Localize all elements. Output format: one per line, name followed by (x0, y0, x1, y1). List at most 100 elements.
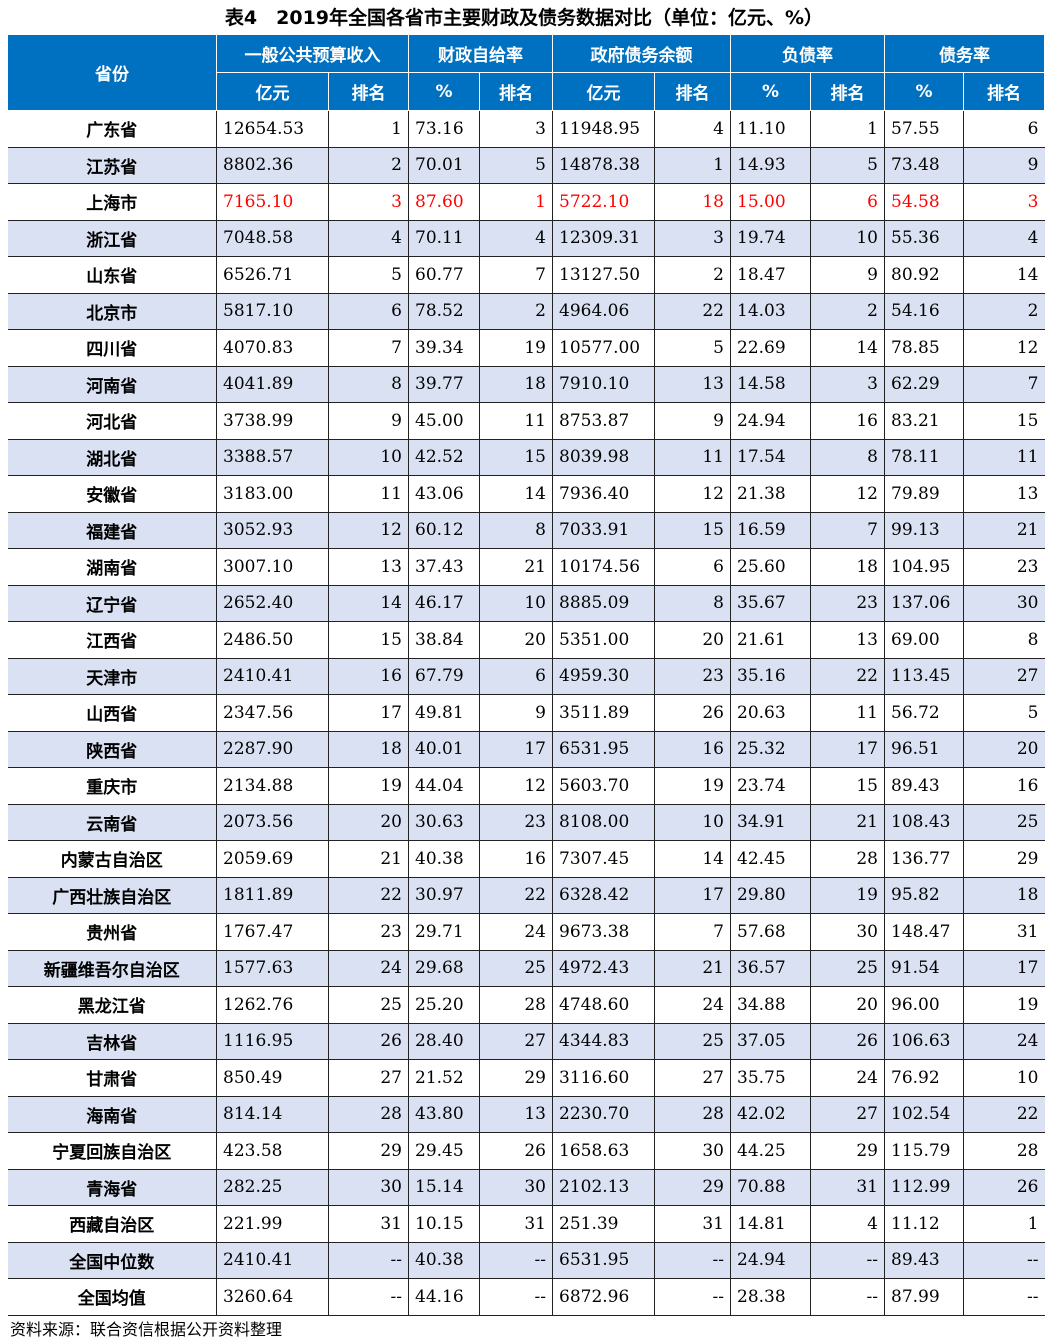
province-cell: 全国均值 (7, 1278, 217, 1316)
value-cell: 21.38 (730, 475, 811, 513)
value-cell: 4964.06 (552, 293, 655, 330)
value-cell: 2347.56 (216, 694, 329, 732)
value-cell: 73.48 (884, 147, 964, 184)
rank-cell: 1 (328, 110, 409, 148)
value-cell: 62.29 (884, 366, 964, 403)
rank-cell: 26 (963, 1169, 1045, 1206)
rank-cell: 13 (810, 621, 885, 659)
value-cell: 73.16 (408, 110, 480, 148)
subheader-2: % (408, 72, 480, 111)
rank-cell: 15 (654, 512, 731, 549)
rank-cell: 26 (654, 694, 731, 732)
rank-cell: 20 (328, 804, 409, 841)
rank-cell: 9 (654, 402, 731, 440)
rank-cell: 6 (328, 293, 409, 330)
value-cell: 3116.60 (552, 1059, 655, 1097)
value-cell: 28.38 (730, 1278, 811, 1316)
value-cell: 54.16 (884, 293, 964, 330)
value-cell: 5603.70 (552, 767, 655, 805)
value-cell: 8753.87 (552, 402, 655, 440)
value-cell: 8108.00 (552, 804, 655, 841)
value-cell: 3738.99 (216, 402, 329, 440)
rank-cell: 25 (328, 986, 409, 1024)
value-cell: 35.67 (730, 585, 811, 622)
value-cell: 60.77 (408, 256, 480, 294)
value-cell: 1262.76 (216, 986, 329, 1024)
rank-cell: 13 (654, 366, 731, 403)
value-cell: 79.89 (884, 475, 964, 513)
rank-cell: 8 (479, 512, 553, 549)
province-cell: 辽宁省 (7, 585, 217, 622)
rank-cell: 18 (963, 877, 1045, 914)
value-cell: 39.34 (408, 329, 480, 367)
rank-cell: 19 (479, 329, 553, 367)
rank-cell: 1 (810, 110, 885, 148)
subheader-4: 亿元 (552, 72, 655, 111)
value-cell: 8039.98 (552, 439, 655, 476)
rank-cell: 24 (328, 950, 409, 987)
value-cell: 1577.63 (216, 950, 329, 987)
rank-cell: 31 (654, 1205, 731, 1243)
province-cell: 云南省 (7, 804, 217, 841)
value-cell: 80.92 (884, 256, 964, 294)
value-cell: 43.06 (408, 475, 480, 513)
rank-cell: 7 (963, 366, 1045, 403)
subheader-8: % (884, 72, 964, 111)
value-cell: 42.02 (730, 1096, 811, 1133)
province-cell: 广西壮族自治区 (7, 877, 217, 914)
value-cell: 46.17 (408, 585, 480, 622)
value-cell: 14.58 (730, 366, 811, 403)
province-cell: 青海省 (7, 1169, 217, 1206)
value-cell: 34.91 (730, 804, 811, 841)
value-cell: 3052.93 (216, 512, 329, 549)
value-cell: 7936.40 (552, 475, 655, 513)
value-cell: 2134.88 (216, 767, 329, 805)
rank-cell: 2 (479, 293, 553, 330)
value-cell: 34.88 (730, 986, 811, 1024)
table-row: 浙江省 7048.58 4 70.11 4 12309.31 3 19.74 10 55.36 4 (7, 220, 1045, 257)
value-cell: 96.00 (884, 986, 964, 1024)
rank-cell: 1 (963, 1205, 1045, 1243)
value-cell: 113.45 (884, 658, 964, 695)
rank-cell: 5 (328, 256, 409, 294)
rank-cell: 27 (328, 1059, 409, 1097)
rank-cell: 21 (654, 950, 731, 987)
value-cell: 70.88 (730, 1169, 811, 1206)
value-cell: 3388.57 (216, 439, 329, 476)
header-budget-revenue: 一般公共预算收入 (216, 34, 409, 73)
province-cell: 湖北省 (7, 439, 217, 476)
rank-cell: -- (810, 1278, 885, 1316)
value-cell: 30.97 (408, 877, 480, 914)
province-cell: 江西省 (7, 621, 217, 659)
rank-cell: 25 (654, 1023, 731, 1060)
value-cell: 44.16 (408, 1278, 480, 1316)
value-cell: 6328.42 (552, 877, 655, 914)
rank-cell: 18 (654, 183, 731, 221)
value-cell: 1658.63 (552, 1132, 655, 1170)
rank-cell: 22 (654, 293, 731, 330)
subheader-9: 排名 (963, 72, 1045, 111)
rank-cell: 12 (479, 767, 553, 805)
province-cell: 山西省 (7, 694, 217, 732)
value-cell: 2102.13 (552, 1169, 655, 1206)
rank-cell: 21 (479, 548, 553, 586)
rank-cell: 2 (328, 147, 409, 184)
rank-cell: 11 (654, 439, 731, 476)
value-cell: 30.63 (408, 804, 480, 841)
province-cell: 山东省 (7, 256, 217, 294)
value-cell: 69.00 (884, 621, 964, 659)
rank-cell: 30 (963, 585, 1045, 622)
value-cell: 12309.31 (552, 220, 655, 257)
province-cell: 浙江省 (7, 220, 217, 257)
value-cell: 35.75 (730, 1059, 811, 1097)
value-cell: 6872.96 (552, 1278, 655, 1316)
province-cell: 福建省 (7, 512, 217, 549)
table-row: 江苏省 8802.36 2 70.01 5 14878.38 1 14.93 5 73.48 9 (7, 147, 1045, 184)
value-cell: 78.85 (884, 329, 964, 367)
rank-cell: 13 (328, 548, 409, 586)
value-cell: 6526.71 (216, 256, 329, 294)
rank-cell: 15 (479, 439, 553, 476)
value-cell: 112.99 (884, 1169, 964, 1206)
table-row: 贵州省 1767.47 23 29.71 24 9673.38 7 57.68 30 148.47… (7, 913, 1045, 951)
value-cell: 251.39 (552, 1205, 655, 1243)
